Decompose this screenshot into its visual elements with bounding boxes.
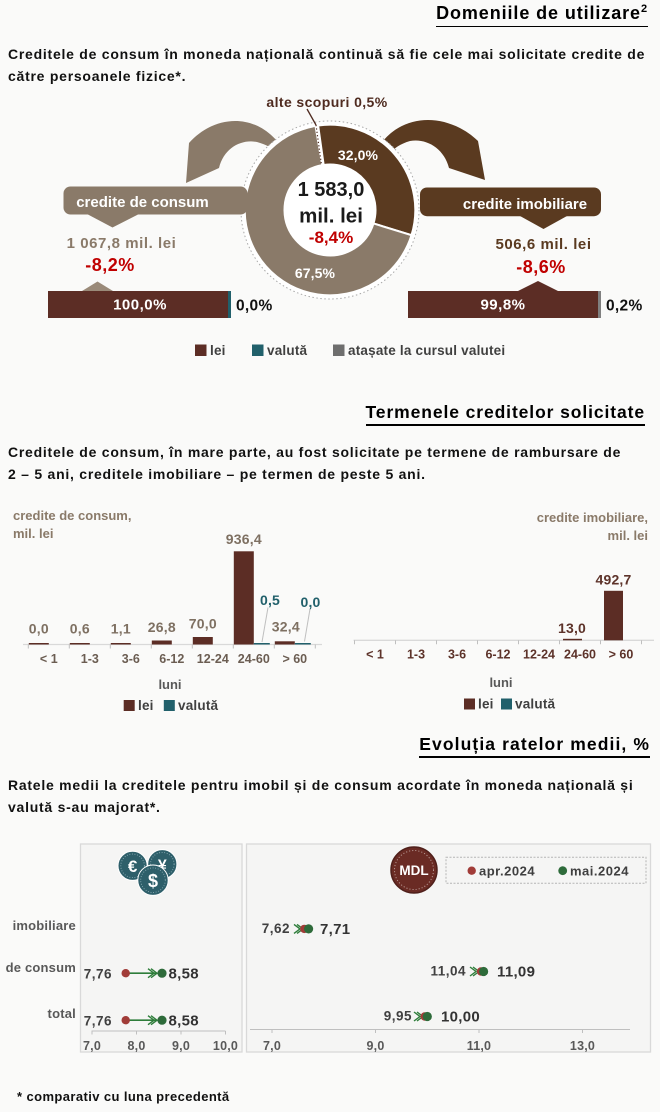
svg-text:0,0%: 0,0% (236, 298, 273, 315)
svg-text:7,71: 7,71 (320, 921, 350, 938)
svg-text:9,0: 9,0 (172, 1039, 190, 1053)
svg-text:1 583,0: 1 583,0 (298, 179, 365, 201)
svg-text:credite imobiliare,: credite imobiliare, (537, 510, 648, 525)
svg-text:6-12: 6-12 (159, 652, 184, 666)
svg-text:0,2%: 0,2% (606, 298, 643, 315)
svg-text:mai.2024: mai.2024 (570, 864, 629, 879)
svg-text:mil. lei: mil. lei (608, 528, 648, 543)
svg-text:8,58: 8,58 (169, 966, 199, 983)
svg-text:11,0: 11,0 (467, 1039, 491, 1053)
svg-text:lei: lei (138, 698, 154, 713)
svg-text:9,95: 9,95 (384, 1009, 412, 1024)
svg-text:> 60: > 60 (282, 652, 307, 666)
svg-text:luni: luni (489, 675, 512, 690)
svg-text:credite de consum: credite de consum (76, 194, 209, 211)
svg-text:de consum: de consum (6, 960, 76, 975)
svg-text:13,0: 13,0 (558, 620, 586, 636)
svg-text:70,0: 70,0 (189, 616, 217, 632)
svg-text:32,4: 32,4 (272, 619, 300, 635)
svg-text:13,0: 13,0 (570, 1039, 595, 1053)
svg-text:32,0%: 32,0% (338, 147, 379, 163)
svg-text:MDL: MDL (399, 863, 428, 878)
svg-text:luni: luni (158, 677, 181, 692)
svg-text:< 1: < 1 (40, 652, 58, 666)
svg-text:valută: valută (267, 343, 308, 358)
svg-text:-8,2%: -8,2% (85, 255, 135, 275)
svg-text:total: total (48, 1006, 76, 1021)
svg-text:0,5: 0,5 (260, 592, 280, 608)
svg-text:492,7: 492,7 (595, 572, 631, 588)
svg-text:99,8%: 99,8% (480, 297, 525, 314)
svg-text:11,09: 11,09 (497, 964, 535, 981)
svg-text:100,0%: 100,0% (113, 297, 167, 314)
svg-text:mil. lei: mil. lei (13, 526, 53, 541)
svg-text:-8,6%: -8,6% (516, 257, 566, 277)
svg-text:$: $ (148, 871, 158, 891)
svg-text:7,0: 7,0 (83, 1039, 101, 1053)
svg-text:lei: lei (210, 343, 226, 358)
svg-text:1,1: 1,1 (111, 621, 131, 637)
svg-text:lei: lei (478, 697, 494, 712)
svg-text:3-6: 3-6 (122, 652, 140, 666)
svg-text:1-3: 1-3 (81, 652, 99, 666)
svg-text:12-24: 12-24 (197, 652, 229, 666)
svg-text:€: € (128, 857, 138, 876)
svg-text:8,0: 8,0 (128, 1039, 146, 1053)
svg-text:11,04: 11,04 (430, 964, 466, 979)
svg-text:atașate la cursul valutei: atașate la cursul valutei (348, 343, 505, 358)
svg-text:7,76: 7,76 (84, 1014, 112, 1029)
svg-text:10,0: 10,0 (213, 1039, 238, 1053)
svg-text:0,6: 0,6 (70, 621, 90, 637)
svg-text:valută: valută (178, 698, 219, 713)
svg-text:alte scopuri 0,5%: alte scopuri 0,5% (266, 94, 387, 110)
svg-text:valută: valută (515, 697, 556, 712)
svg-text:3-6: 3-6 (448, 648, 466, 662)
svg-text:0,0: 0,0 (29, 621, 49, 637)
svg-text:1 067,8 mil. lei: 1 067,8 mil. lei (67, 235, 177, 252)
svg-text:¥: ¥ (158, 858, 167, 875)
svg-text:7,62: 7,62 (262, 921, 290, 936)
svg-text:936,4: 936,4 (226, 531, 262, 547)
svg-text:apr.2024: apr.2024 (479, 864, 535, 879)
svg-text:7,76: 7,76 (84, 967, 112, 982)
svg-text:credite imobiliare: credite imobiliare (463, 196, 587, 213)
svg-text:imobiliare: imobiliare (13, 918, 76, 933)
svg-text:0,0: 0,0 (300, 594, 320, 610)
svg-text:24-60: 24-60 (238, 652, 270, 666)
svg-text:8,58: 8,58 (169, 1013, 199, 1030)
svg-text:mil. lei: mil. lei (299, 205, 363, 228)
svg-text:26,8: 26,8 (148, 619, 176, 635)
svg-text:6-12: 6-12 (485, 648, 510, 662)
svg-text:9,0: 9,0 (367, 1039, 385, 1053)
svg-text:24-60: 24-60 (564, 648, 596, 662)
svg-text:10,00: 10,00 (441, 1009, 480, 1026)
svg-text:-8,4%: -8,4% (309, 228, 353, 247)
svg-text:67,5%: 67,5% (295, 265, 336, 281)
svg-text:12-24: 12-24 (523, 648, 555, 662)
svg-text:< 1: < 1 (366, 648, 384, 662)
svg-text:1-3: 1-3 (407, 648, 425, 662)
svg-text:7,0: 7,0 (263, 1039, 281, 1053)
svg-text:credite de consum,: credite de consum, (13, 508, 131, 523)
svg-text:> 60: > 60 (609, 648, 634, 662)
svg-text:506,6 mil. lei: 506,6 mil. lei (495, 236, 591, 253)
